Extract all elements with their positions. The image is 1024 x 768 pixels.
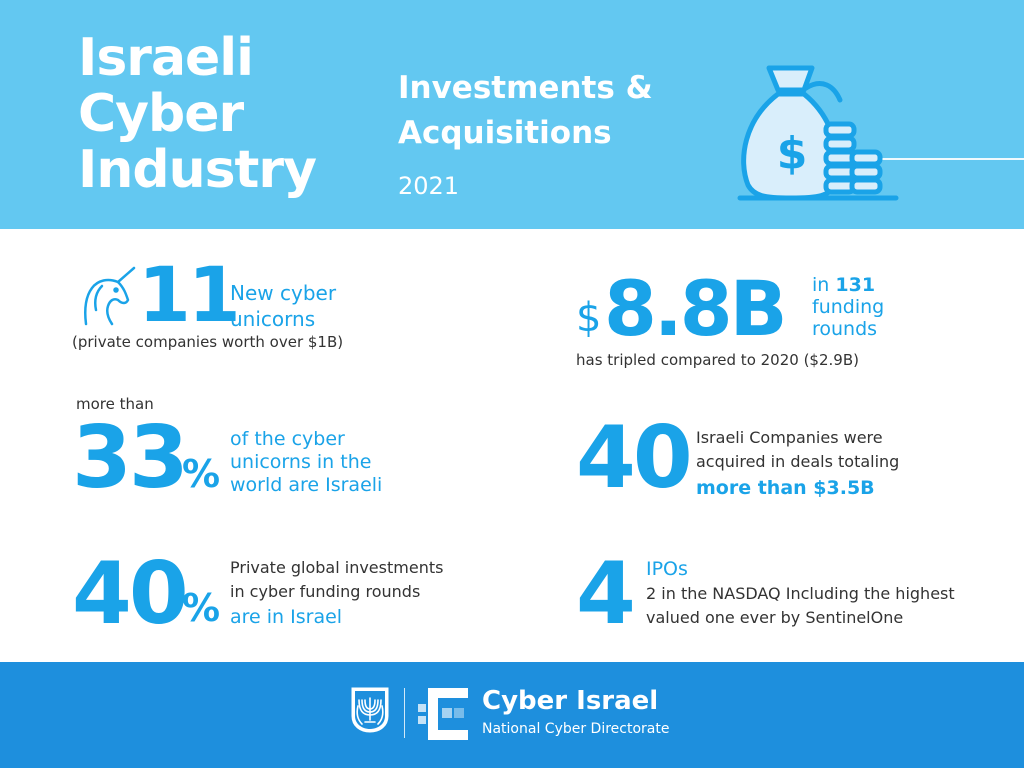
- funding-amount: 8.8B: [604, 264, 788, 353]
- ipo-title: IPOs: [646, 558, 688, 580]
- year-label: 2021: [398, 172, 460, 200]
- footer-banner: [0, 662, 1024, 768]
- acquisitions-label: Israeli Companies were acquired in deals…: [696, 426, 899, 502]
- investment-share-highlight: are in Israel: [230, 606, 343, 628]
- sub-title-line: Acquisitions: [398, 115, 612, 151]
- funding-note: has tripled compared to 2020 ($2.9B): [576, 351, 859, 369]
- unicorn-share-prefix: more than: [76, 395, 154, 413]
- unicorn-share-label-line: of the cyber: [230, 428, 345, 450]
- unicorn-icon: [84, 266, 136, 326]
- funding-currency: $: [576, 295, 602, 341]
- footer-title: Cyber Israel: [482, 686, 659, 716]
- funding-label-line: funding: [812, 296, 885, 318]
- main-title-line: Israeli: [78, 28, 254, 88]
- acquisitions-count: 40: [576, 408, 693, 508]
- unicorn-note: (private companies worth over $1B): [72, 333, 344, 351]
- unicorn-share-label: of the cyber unicorns in the world are I…: [230, 428, 382, 497]
- unicorn-count: 11: [138, 250, 241, 339]
- unicorn-label-line: New cyber: [230, 281, 337, 305]
- investment-share-unit: %: [182, 586, 221, 630]
- footer-subtitle: National Cyber Directorate: [482, 721, 670, 737]
- ipo-count: 4: [576, 544, 636, 644]
- unicorn-label-line: unicorns: [230, 307, 316, 331]
- funding-label-line: rounds: [812, 318, 878, 340]
- unicorn-share-unit: %: [182, 452, 221, 496]
- investment-share-number: 40: [72, 544, 189, 644]
- acquisitions-label-line: acquired in deals totaling: [696, 452, 900, 471]
- unicorn-share-number: 33: [72, 408, 189, 508]
- unicorn-label: New cyber unicorns: [230, 280, 336, 332]
- footer-divider: [404, 688, 405, 738]
- svg-text:$: $: [777, 128, 808, 179]
- main-title: Israeli Cyber Industry: [78, 30, 378, 198]
- sub-title: Investments & Acquisitions: [398, 66, 718, 156]
- investment-share-label: Private global investments in cyber fund…: [230, 556, 443, 630]
- funding-label: in 131 funding rounds: [812, 274, 884, 340]
- investment-share-label-line: Private global investments: [230, 558, 444, 577]
- main-title-line: Industry: [78, 140, 317, 200]
- sub-title-line: Investments &: [398, 70, 653, 106]
- unicorn-share-label-line: unicorns in the: [230, 451, 372, 473]
- money-bag-icon: $: [737, 65, 899, 201]
- acquisitions-label-line: Israeli Companies were: [696, 428, 883, 447]
- funding-label-prefix: in: [812, 274, 830, 296]
- state-emblem-icon: [351, 687, 389, 733]
- ipo-detail-line: valued one ever by SentinelOne: [646, 608, 904, 627]
- funding-label-line: in 131: [812, 274, 884, 296]
- unicorn-share-label-line: world are Israeli: [230, 474, 383, 496]
- main-title-line: Cyber: [78, 84, 244, 144]
- ipo-detail: 2 in the NASDAQ Including the highest va…: [646, 582, 955, 630]
- investment-share-label-line: in cyber funding rounds: [230, 582, 421, 601]
- funding-round-count: 131: [835, 274, 876, 296]
- ipo-detail-line: 2 in the NASDAQ Including the highest: [646, 584, 955, 603]
- acquisitions-highlight: more than $3.5B: [696, 477, 875, 499]
- header-divider-line: [868, 158, 1024, 160]
- cyber-israel-logo-icon: [418, 688, 468, 740]
